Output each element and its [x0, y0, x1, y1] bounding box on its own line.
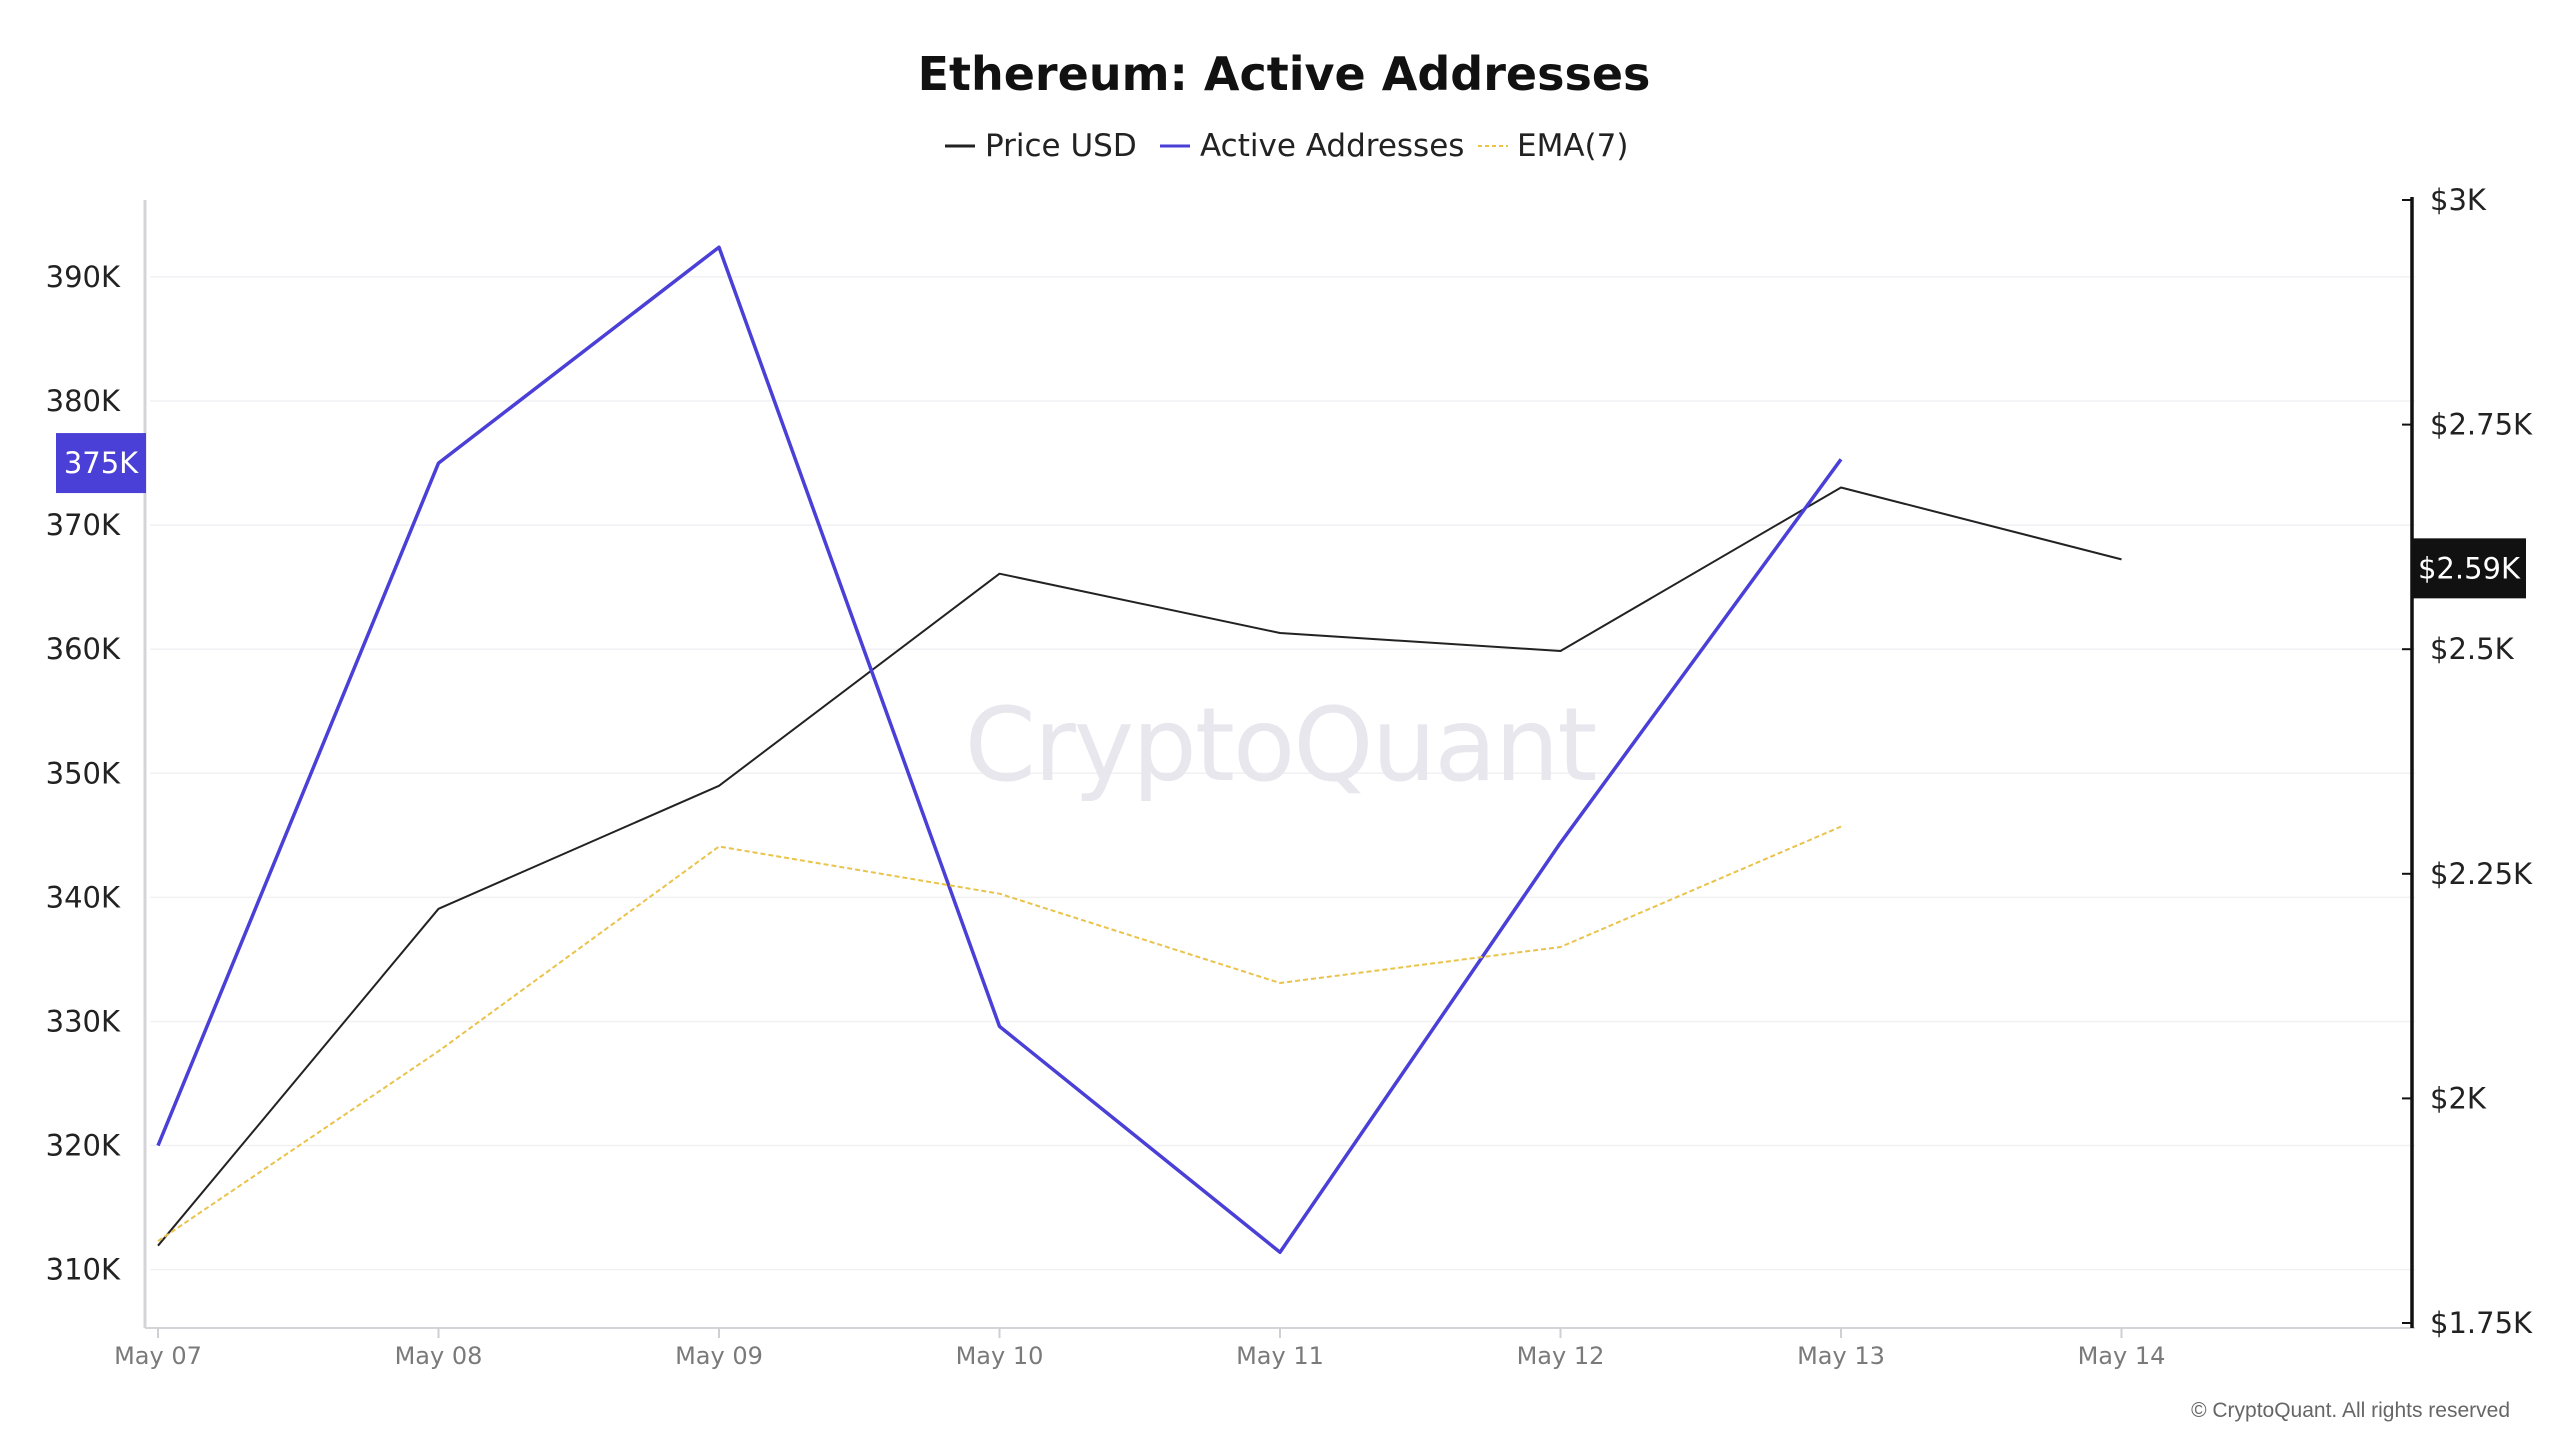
tick-labels: May 07 May 08 May 09 May 10 May 11 May 12 May … [46, 183, 2533, 1370]
left-tick-label: 320K [46, 1129, 121, 1163]
copyright-text: © CryptoQuant. All rights reserved [2191, 1399, 2510, 1422]
right-tick-label: $2.5K [2430, 632, 2515, 666]
watermark-text: CryptoQuant [965, 686, 1596, 805]
legend-item[interactable]: EMA(7) [1478, 128, 1628, 164]
legend-item[interactable]: Active Addresses [1160, 128, 1464, 164]
right-tick-label: $1.75K [2430, 1306, 2533, 1340]
legend-item[interactable]: Price USD [945, 128, 1137, 164]
left-tick-label: 330K [46, 1004, 121, 1038]
legend-label: Active Addresses [1200, 128, 1464, 164]
left-tick-label: 370K [46, 508, 121, 542]
x-tick-label: May 14 [2078, 1342, 2166, 1370]
series-lines [156, 245, 2122, 1255]
right-tick-label: $2.25K [2430, 857, 2533, 891]
right-badge-label: $2.59K [2418, 551, 2521, 585]
x-tick-label: May 09 [675, 1342, 763, 1370]
left-tick-label: 350K [46, 756, 121, 790]
value-badges: 375K $2.59K [56, 433, 2526, 599]
left-tick-label: 390K [46, 260, 121, 294]
axes [143, 197, 2415, 1338]
left-tick-label: 380K [46, 384, 121, 418]
left-badge-bg [56, 433, 146, 494]
legend-label: EMA(7) [1517, 128, 1628, 164]
legend[interactable]: Price USD Active Addresses EMA(7) [945, 128, 1628, 164]
x-tick-label: May 13 [1797, 1342, 1885, 1370]
x-tick-label: May 07 [114, 1342, 202, 1370]
series-line-ema-7 [157, 825, 1842, 1242]
series-line-price-usd [157, 486, 2122, 1247]
x-tick-label: May 12 [1517, 1342, 1605, 1370]
legend-label: Price USD [985, 128, 1137, 164]
right-tick-label: $3K [2430, 183, 2487, 217]
left-tick-label: 310K [46, 1253, 121, 1287]
left-tick-label: 360K [46, 632, 121, 666]
chart-title: Ethereum: Active Addresses [918, 47, 1651, 101]
grid-lines [150, 276, 2415, 1271]
x-tick-label: May 11 [1236, 1342, 1324, 1370]
right-tick-label: $2.75K [2430, 408, 2533, 442]
right-value-badge: $2.59K [2412, 538, 2526, 599]
left-value-badge: 375K [56, 433, 146, 494]
series-line-active-addresses [156, 245, 1843, 1255]
right-badge-bg [2412, 538, 2526, 599]
left-badge-label: 375K [64, 446, 139, 480]
left-tick-label: 340K [46, 880, 121, 914]
x-tick-label: May 08 [395, 1342, 483, 1370]
right-tick-label: $2K [2430, 1081, 2487, 1115]
x-tick-label: May 10 [956, 1342, 1044, 1370]
